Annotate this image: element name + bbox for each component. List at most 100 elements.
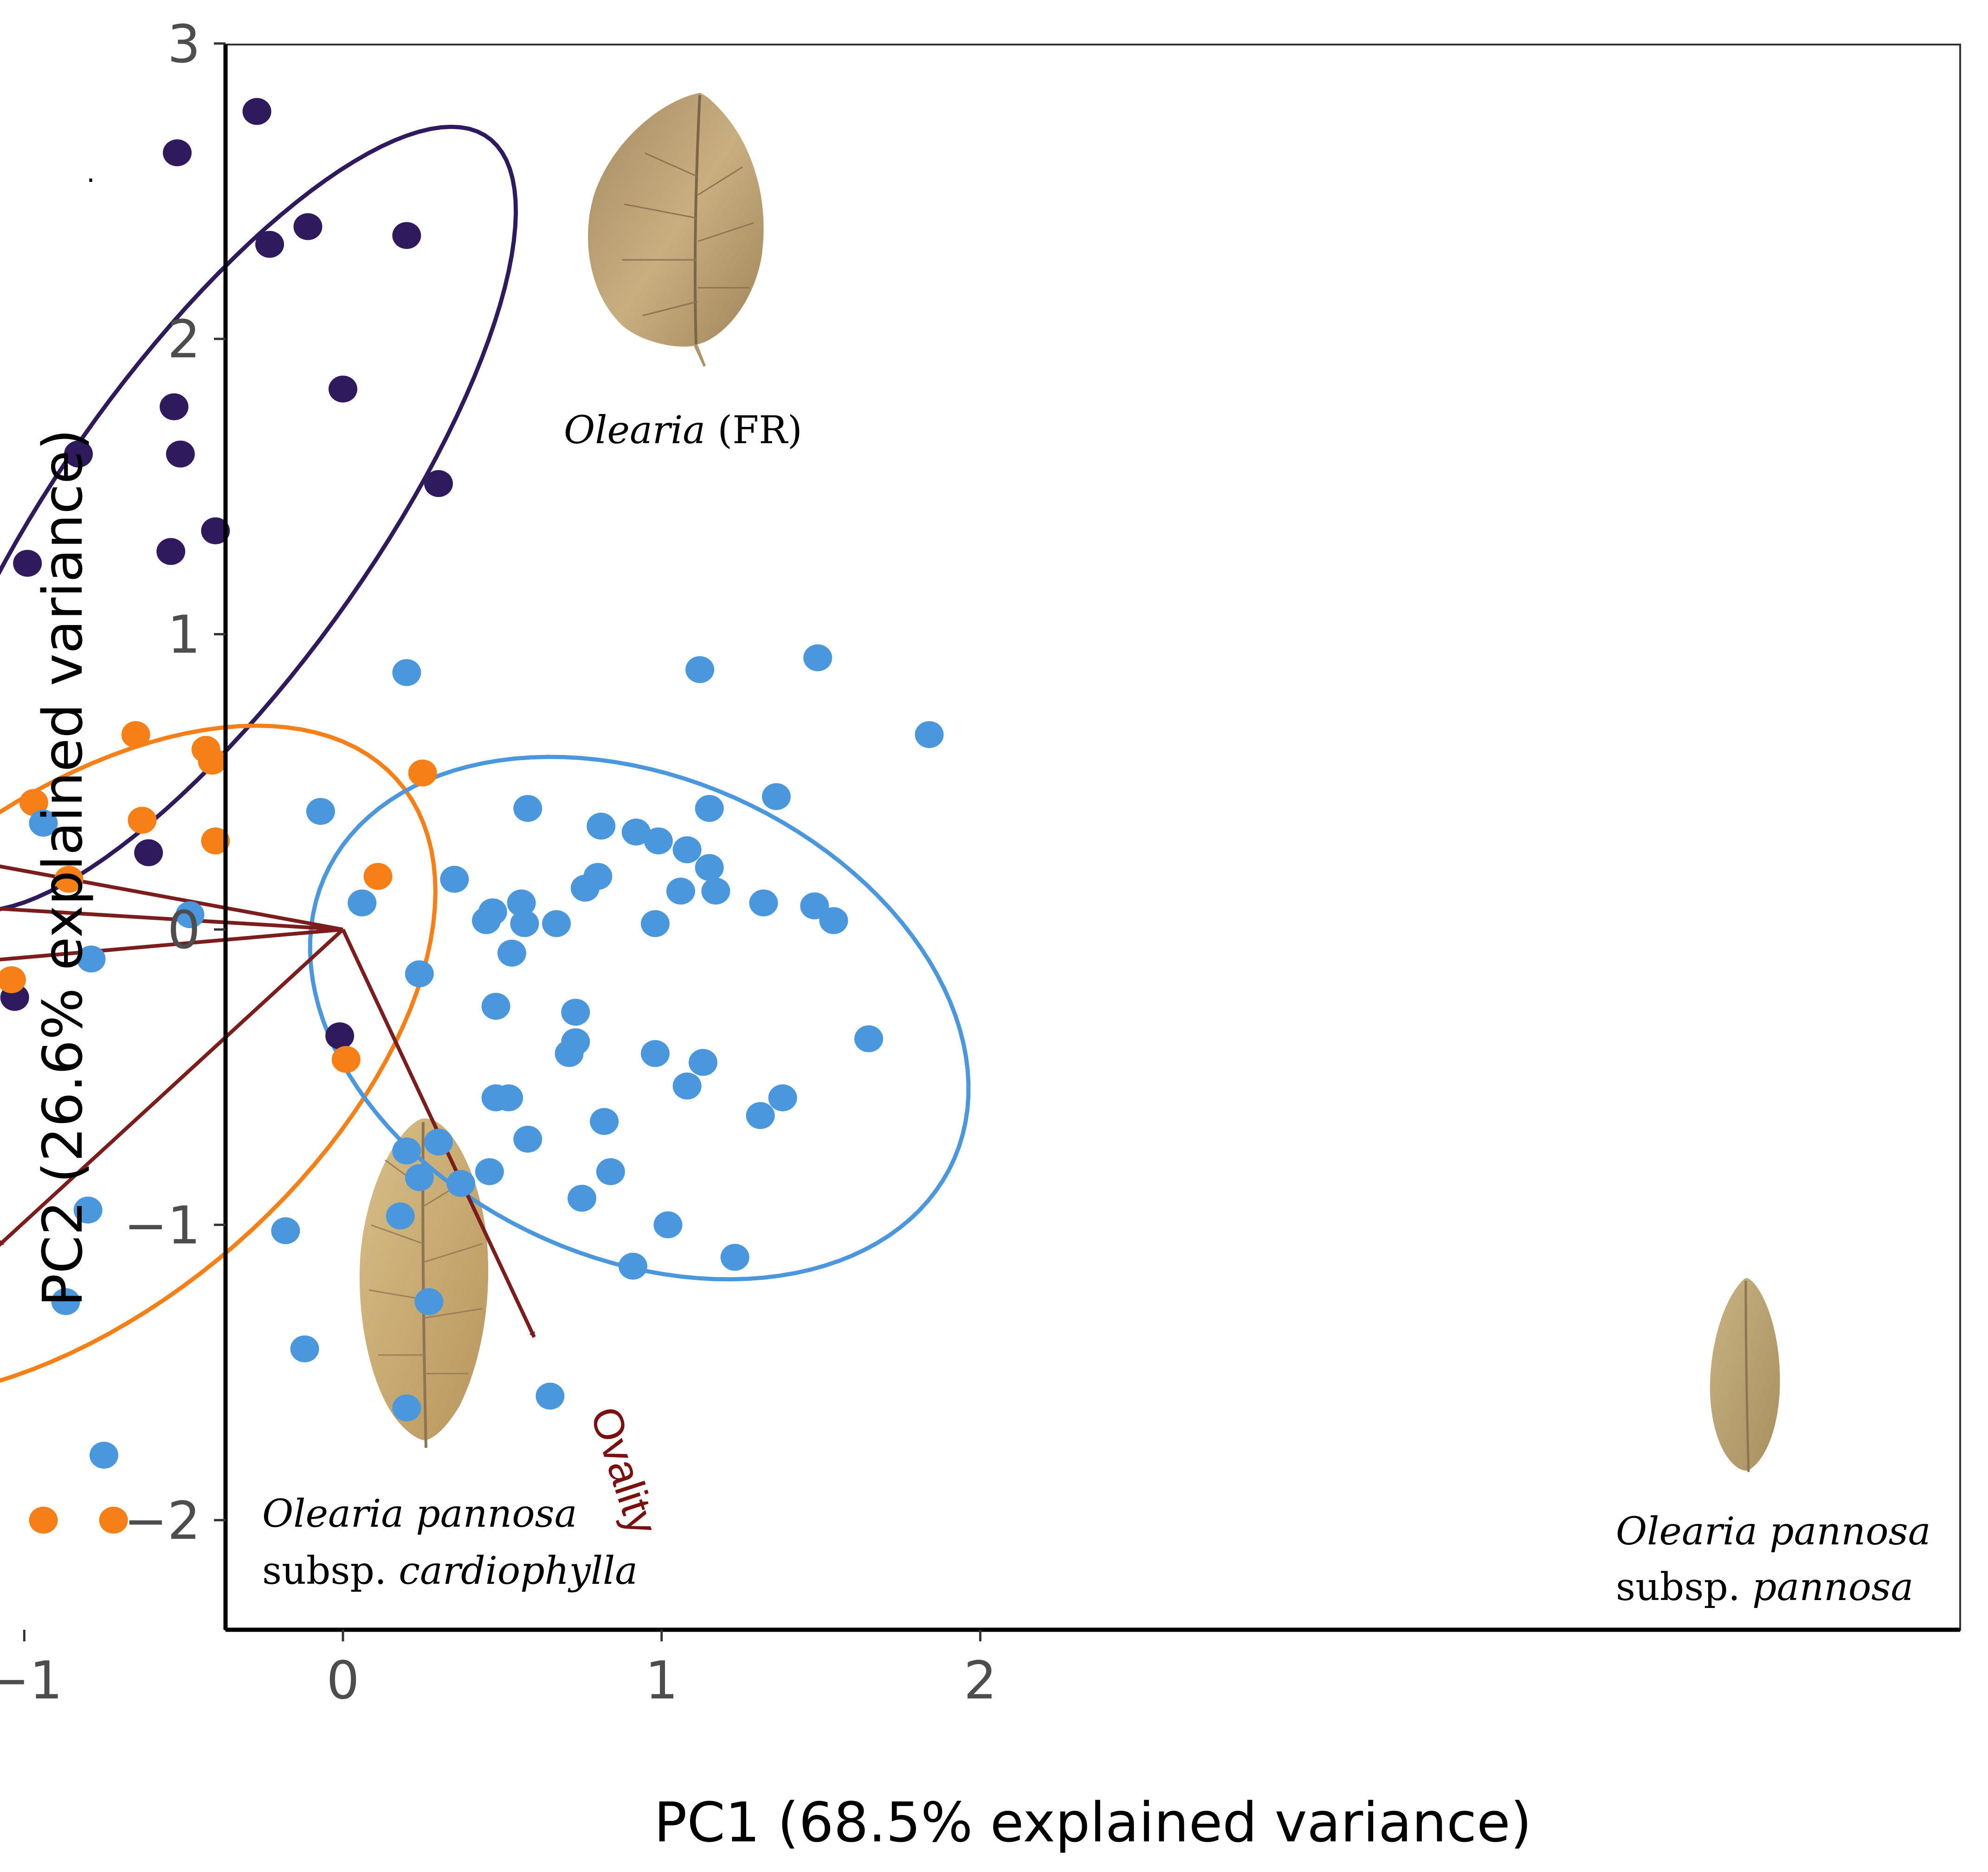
point-olearia-pannosa-subsp-pannosa <box>475 1158 504 1185</box>
point-olearia-pannosa-subsp-pannosa <box>77 945 106 973</box>
loading-arrow-width <box>0 864 343 931</box>
point-olearia-pannosa-subsp-pannosa <box>73 1196 103 1224</box>
point-olearia-pannosa-subsp-pannosa <box>561 999 590 1026</box>
point-olearia-pannosa-subsp-cardiophylla <box>408 759 437 787</box>
point-olearia-fr <box>329 375 357 403</box>
point-olearia-pannosa-subsp-pannosa <box>695 795 724 822</box>
point-olearia-pannosa-subsp-pannosa <box>803 644 833 671</box>
leaf-image-pannosa <box>1710 1278 1780 1472</box>
point-olearia-fr <box>424 470 453 497</box>
species-label-pannosa: Olearia pannosa <box>1616 1510 1931 1554</box>
y-axis-ticks: −2 −1 0 1 2 3 <box>124 14 226 1551</box>
point-olearia-fr <box>255 231 284 258</box>
point-olearia-pannosa-subsp-pannosa <box>701 878 730 905</box>
point-olearia-pannosa-subsp-pannosa <box>510 910 539 937</box>
y-tick-label: −2 <box>124 1491 200 1551</box>
point-olearia-pannosa-subsp-pannosa <box>271 1217 300 1245</box>
species-label-cardiophylla: Olearia pannosa <box>262 1492 577 1536</box>
point-olearia-pannosa-subsp-cardiophylla <box>201 827 230 855</box>
point-olearia-pannosa-subsp-pannosa <box>768 1084 797 1111</box>
point-olearia-pannosa-subsp-pannosa <box>666 878 695 905</box>
point-olearia-pannosa-subsp-pannosa <box>915 721 944 748</box>
point-olearia-pannosa-subsp-pannosa <box>386 1202 415 1230</box>
point-olearia-fr <box>160 393 189 420</box>
point-olearia-pannosa-subsp-pannosa <box>695 854 724 881</box>
ellipse-olearia-pannosa-subsp-pannosa <box>308 755 971 1282</box>
loading-arrow-length <box>0 928 343 962</box>
point-olearia-pannosa-subsp-pannosa <box>392 659 421 686</box>
point-olearia-pannosa-subsp-pannosa <box>51 1288 80 1315</box>
loading-arrow-sqrt-area <box>0 907 343 931</box>
point-olearia-pannosa-subsp-pannosa <box>424 1129 453 1156</box>
point-olearia-pannosa-subsp-pannosa <box>672 1072 702 1100</box>
point-olearia-pannosa-subsp-cardiophylla <box>54 865 84 893</box>
point-olearia-fr <box>64 440 93 468</box>
point-olearia-pannosa-subsp-pannosa <box>640 910 670 937</box>
point-olearia-pannosa-subsp-pannosa <box>175 901 205 929</box>
point-olearia-pannosa-subsp-pannosa <box>472 907 501 934</box>
point-olearia-pannosa-subsp-pannosa <box>653 1211 683 1239</box>
point-olearia-pannosa-subsp-pannosa <box>29 809 58 837</box>
y-tick-label: 3 <box>168 14 200 75</box>
x-tick-label: 0 <box>326 1651 359 1711</box>
species-label-fr: Olearia (FR) <box>564 408 802 452</box>
point-olearia-pannosa-subsp-cardiophylla <box>331 1046 361 1073</box>
point-olearia-pannosa-subsp-pannosa <box>685 656 715 683</box>
x-tick-label: 1 <box>645 1651 678 1711</box>
leaf-image-cardiophylla <box>359 1118 489 1448</box>
point-olearia-pannosa-subsp-pannosa <box>800 892 829 920</box>
x-tick-label: −1 <box>0 1651 63 1711</box>
leaf-images <box>359 93 1780 1472</box>
point-olearia-pannosa-subsp-pannosa <box>481 993 510 1020</box>
point-olearia-pannosa-subsp-pannosa <box>762 783 791 810</box>
loading-label-ovality: Ovality <box>581 1401 666 1540</box>
point-olearia-pannosa-subsp-pannosa <box>644 827 673 855</box>
point-olearia-pannosa-subsp-pannosa <box>497 939 526 967</box>
point-olearia-pannosa-subsp-pannosa <box>587 813 616 840</box>
point-olearia-pannosa-subsp-pannosa <box>749 889 778 917</box>
point-olearia-pannosa-subsp-pannosa <box>392 1137 421 1165</box>
point-olearia-pannosa-subsp-pannosa <box>414 1288 444 1315</box>
point-olearia-pannosa-subsp-pannosa <box>618 1252 647 1280</box>
y-tick-label: −1 <box>124 1195 200 1256</box>
point-olearia-pannosa-subsp-pannosa <box>290 1335 319 1362</box>
ellipse-olearia-fr <box>0 124 518 911</box>
y-tick-label: 0 <box>168 900 200 961</box>
point-olearia-pannosa-subsp-pannosa <box>542 910 571 937</box>
point-olearia-fr <box>325 1022 355 1050</box>
point-olearia-pannosa-subsp-pannosa <box>720 1244 749 1271</box>
point-olearia-pannosa-subsp-pannosa <box>536 1382 565 1410</box>
point-olearia-pannosa-subsp-pannosa <box>494 1084 523 1111</box>
point-olearia-pannosa-subsp-cardiophylla <box>19 789 48 816</box>
point-olearia-pannosa-subsp-cardiophylla <box>29 1506 58 1534</box>
x-tick-label: 2 <box>964 1651 997 1711</box>
point-olearia-pannosa-subsp-pannosa <box>513 1125 542 1153</box>
point-olearia-pannosa-subsp-cardiophylla <box>198 748 227 775</box>
loading-labels: WidthSqrt.areaLengthWidth.locationOvalit… <box>581 1401 666 1540</box>
y-tick-label: 2 <box>168 310 200 370</box>
point-olearia-pannosa-subsp-pannosa <box>621 818 651 846</box>
point-olearia-pannosa-subsp-pannosa <box>568 1185 597 1212</box>
point-olearia-fr <box>201 517 230 544</box>
point-olearia-pannosa-subsp-pannosa <box>392 1394 421 1421</box>
point-olearia-pannosa-subsp-pannosa <box>746 1102 775 1129</box>
point-olearia-fr <box>392 222 421 249</box>
point-olearia-pannosa-subsp-pannosa <box>513 795 542 822</box>
point-olearia-pannosa-subsp-pannosa <box>854 1025 884 1052</box>
point-olearia-pannosa-subsp-pannosa <box>306 798 335 825</box>
point-olearia-pannosa-subsp-cardiophylla <box>363 863 393 890</box>
y-axis-title: PC2 (26.6% explained variance) <box>31 429 95 1307</box>
point-olearia-pannosa-subsp-cardiophylla <box>128 807 157 834</box>
point-olearia-pannosa-subsp-pannosa <box>672 836 702 864</box>
point-olearia-fr <box>162 139 192 167</box>
point-olearia-pannosa-subsp-pannosa <box>590 1108 619 1135</box>
point-olearia-fr <box>13 549 42 577</box>
point-olearia-pannosa-subsp-pannosa <box>819 907 848 934</box>
data-points <box>0 98 944 1534</box>
ellipse-olearia-pannosa-subsp-cardiophylla <box>0 723 438 1383</box>
point-olearia-pannosa-subsp-pannosa <box>688 1049 717 1076</box>
point-olearia-fr <box>134 839 163 866</box>
point-olearia-pannosa-subsp-pannosa <box>440 865 469 893</box>
